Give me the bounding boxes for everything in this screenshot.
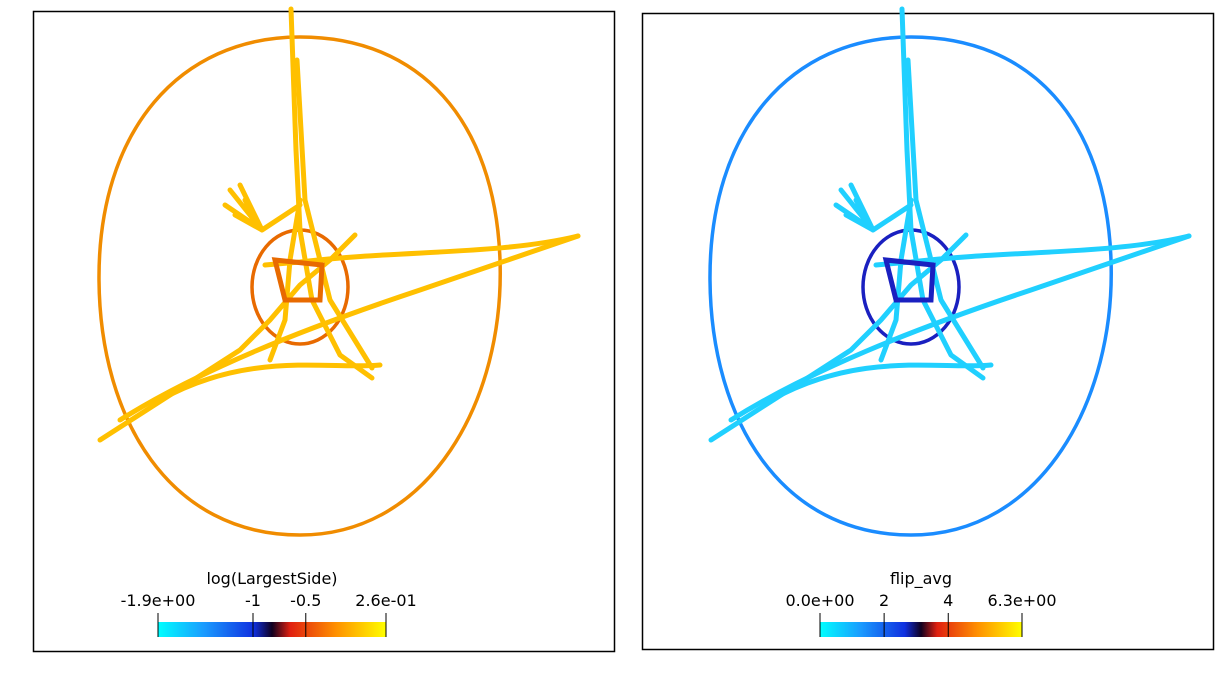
colorbar — [820, 622, 1022, 637]
mesh-render — [709, 9, 1189, 535]
colorbar — [158, 622, 386, 637]
colorbar-tick-label: -1.9e+00 — [121, 591, 196, 610]
colorbar-title: flip_avg — [890, 569, 952, 589]
view-frame — [32, 10, 616, 653]
colorbar-tick-label: 2 — [879, 591, 889, 610]
colorbar-tick-label: 0.0e+00 — [785, 591, 854, 610]
colorbar-title: log(LargestSide) — [206, 569, 337, 588]
mesh-render — [98, 9, 578, 535]
colorbar-tick-label: -1 — [245, 591, 261, 610]
colorbar-tick-label: 4 — [943, 591, 953, 610]
colorbar-tick-label: 6.3e+00 — [987, 591, 1056, 610]
view-frame — [641, 12, 1215, 651]
colorbar-tick-label: 2.6e-01 — [355, 591, 416, 610]
colorbar-tick-label: -0.5 — [290, 591, 321, 610]
